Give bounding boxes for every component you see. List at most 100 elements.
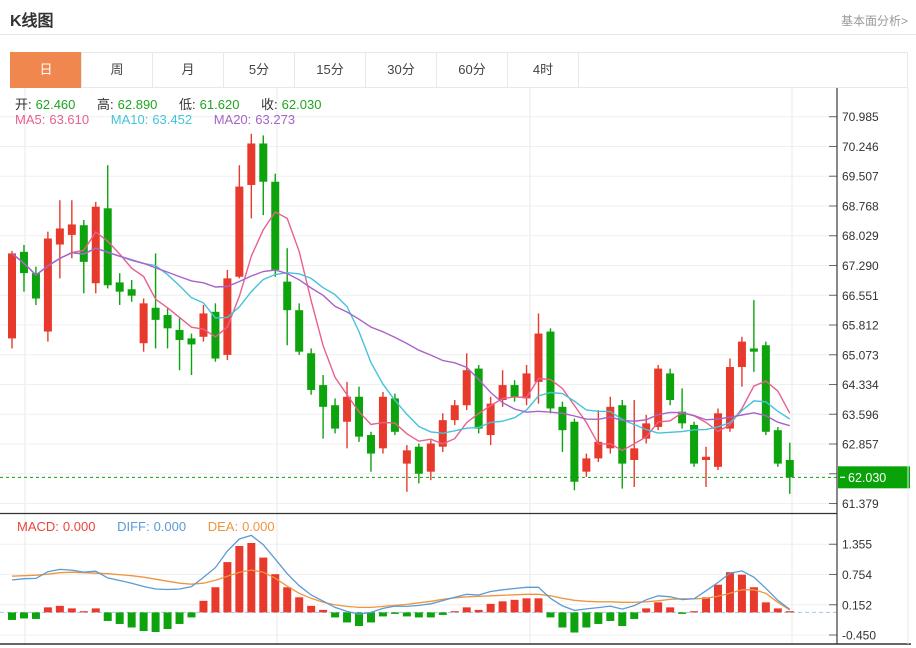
candle-body[interactable]: [55, 228, 64, 245]
price-axis-label: 64.334: [842, 378, 879, 392]
macd-bar: [450, 611, 459, 613]
candle-body[interactable]: [319, 385, 328, 407]
candle-body[interactable]: [678, 411, 687, 424]
tab-15min[interactable]: 15分: [294, 52, 366, 88]
macd-bar: [19, 612, 28, 619]
candle-body[interactable]: [546, 331, 555, 409]
candle-body[interactable]: [690, 424, 699, 464]
tab-60min[interactable]: 60分: [436, 52, 508, 88]
tab-month[interactable]: 月: [152, 52, 224, 88]
candle-body[interactable]: [630, 448, 639, 461]
period-tabs: 日 周 月 5分 15分 30分 60分 4时: [10, 52, 908, 88]
candle-body[interactable]: [390, 398, 399, 432]
candle-body[interactable]: [498, 385, 507, 400]
candle-body[interactable]: [510, 385, 519, 397]
page-title: K线图: [10, 13, 54, 30]
candle-body[interactable]: [594, 441, 603, 459]
candle-body[interactable]: [139, 303, 148, 344]
ma5-line: [11, 211, 791, 452]
header-divider: [0, 34, 916, 35]
candle-body[interactable]: [295, 310, 304, 352]
macd-bar: [582, 612, 591, 628]
candle-body[interactable]: [127, 289, 136, 296]
candle-body[interactable]: [235, 186, 244, 277]
candle-body[interactable]: [43, 238, 52, 332]
candle-body[interactable]: [271, 181, 280, 270]
candle-body[interactable]: [307, 353, 316, 390]
macd-bar: [235, 546, 244, 613]
candle-body[interactable]: [366, 435, 375, 454]
macd-bar: [355, 612, 364, 626]
macd-bar: [223, 562, 232, 613]
candle-body[interactable]: [331, 405, 340, 429]
candle-body[interactable]: [355, 396, 364, 437]
candle-body[interactable]: [785, 460, 794, 478]
candle-body[interactable]: [175, 329, 184, 340]
candle-body[interactable]: [462, 370, 471, 406]
candle-body[interactable]: [558, 406, 567, 431]
candle-body[interactable]: [343, 396, 352, 422]
candle-body[interactable]: [31, 273, 40, 299]
candle-body[interactable]: [749, 348, 758, 352]
candle-body[interactable]: [534, 333, 543, 382]
candle-body[interactable]: [91, 206, 100, 284]
candle-body[interactable]: [522, 373, 531, 399]
candle-body[interactable]: [414, 446, 423, 474]
tab-week[interactable]: 周: [81, 52, 153, 88]
candle-body[interactable]: [199, 313, 208, 337]
candle-body[interactable]: [666, 373, 675, 400]
candle-body[interactable]: [582, 458, 591, 472]
fundamental-analysis-link[interactable]: 基本面分析>: [840, 14, 908, 28]
candle-body[interactable]: [702, 456, 711, 461]
macd-bar: [115, 612, 124, 624]
candle-body[interactable]: [713, 413, 722, 467]
candle-body[interactable]: [283, 281, 292, 311]
candle-body[interactable]: [187, 338, 196, 345]
candle-body[interactable]: [570, 421, 579, 482]
candle-body[interactable]: [618, 405, 627, 464]
candle-body[interactable]: [163, 315, 172, 329]
candle-body[interactable]: [474, 368, 483, 429]
candle-body[interactable]: [8, 253, 16, 339]
candle-body[interactable]: [725, 366, 734, 429]
candle-body[interactable]: [103, 208, 112, 286]
macd-bar: [247, 542, 256, 613]
macd-bar: [666, 607, 675, 613]
candle-body[interactable]: [115, 282, 124, 292]
candle-body[interactable]: [642, 423, 651, 439]
tab-30min[interactable]: 30分: [365, 52, 437, 88]
candle-body[interactable]: [259, 143, 268, 182]
price-axis-label: 63.596: [842, 408, 879, 422]
candle-body[interactable]: [79, 225, 88, 262]
candle-body[interactable]: [211, 311, 220, 359]
candle-body[interactable]: [151, 307, 160, 320]
candle-body[interactable]: [486, 403, 495, 436]
price-axis-label: 61.379: [842, 497, 879, 511]
candle-body[interactable]: [606, 406, 615, 449]
macd-bar: [390, 612, 399, 614]
candle-body[interactable]: [426, 443, 435, 472]
candle-body[interactable]: [654, 368, 663, 427]
macd-bar: [690, 611, 699, 613]
candle-body[interactable]: [450, 405, 459, 421]
tab-5min[interactable]: 5分: [223, 52, 295, 88]
candle-body[interactable]: [402, 450, 411, 464]
ma20-line: [11, 247, 790, 427]
macd-bar: [414, 612, 423, 618]
candle-body[interactable]: [773, 430, 782, 464]
candle-body[interactable]: [737, 341, 746, 367]
candle-body[interactable]: [67, 224, 76, 235]
macd-axis-label: 1.355: [842, 538, 872, 552]
price-axis-label: 65.073: [842, 348, 879, 362]
macd-bar: [151, 612, 160, 633]
candlestick-chart[interactable]: 70.985 70.246 69.507 68.768 68.029 67.290 66.5…: [0, 88, 916, 648]
macd-bar: [570, 612, 579, 633]
chart-canvas[interactable]: 70.985 70.246 69.507 68.768 68.029 67.290 66.5…: [0, 88, 916, 648]
macd-bar: [103, 612, 112, 621]
candle-body[interactable]: [247, 143, 256, 185]
macd-bar: [187, 612, 196, 618]
candles-layer[interactable]: [8, 133, 794, 494]
tab-day[interactable]: 日: [10, 52, 82, 88]
candle-body[interactable]: [761, 345, 770, 432]
tab-4hour[interactable]: 4时: [507, 52, 579, 88]
